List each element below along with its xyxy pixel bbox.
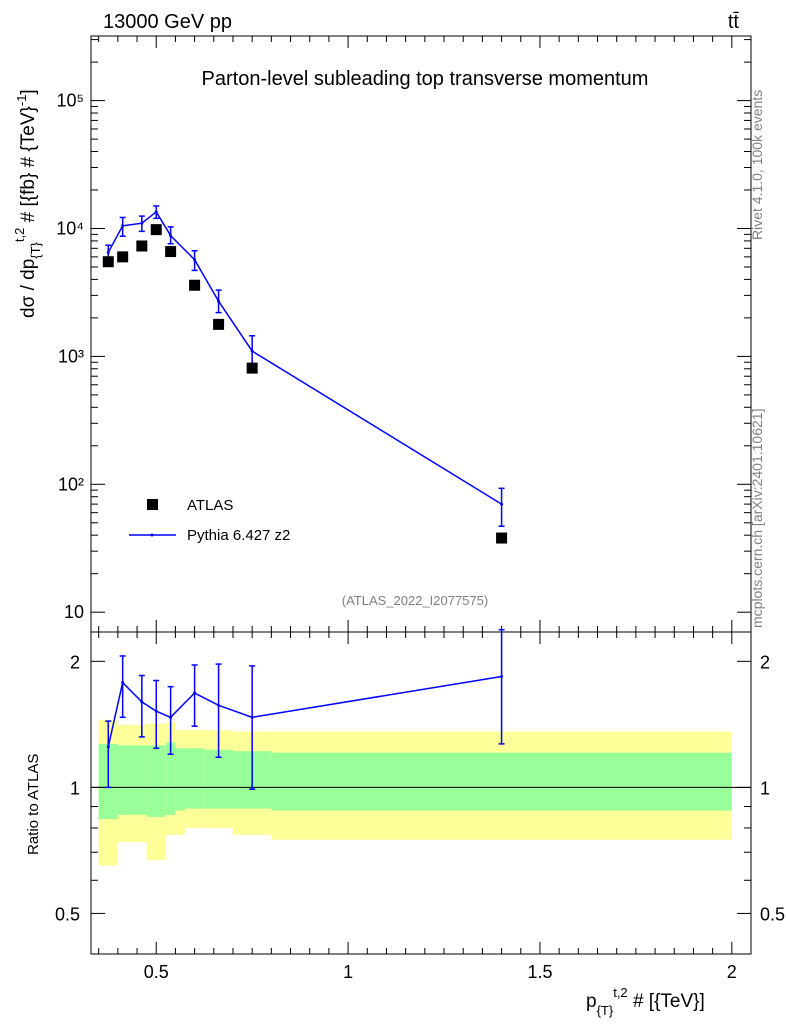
ratio-point: [140, 700, 144, 704]
x-tick-label: 1.5: [527, 962, 552, 982]
legend-atlas-label: ATLAS: [187, 497, 233, 514]
ratio-point: [121, 681, 125, 685]
x-tick-label: 0.5: [144, 962, 169, 982]
pythia-point: [250, 349, 254, 353]
ratio-y-axis-label: Ratio to ATLAS: [25, 754, 42, 855]
ratio-tick-label-right: 0.5: [760, 904, 785, 924]
ratio-point: [193, 691, 197, 695]
inner-band-bin: [185, 748, 205, 809]
y-tick-label: 10⁴: [56, 219, 84, 239]
pythia-point: [217, 299, 221, 303]
mcplots-label: mcplots.cern.ch [arXiv:2401.10621]: [749, 409, 765, 628]
axis-tick-labels: 0.5 1 1.5 2 10 10² 10³ 10⁴ 10⁵ 0.5 0.5 1 1 2 2: [55, 91, 785, 982]
ratio-point: [250, 715, 254, 719]
y-axis-label: dσ / dp{T}t,2 # [{fb} # {TeV}-1]: [12, 89, 43, 318]
inner-band-bin: [204, 749, 233, 809]
atlas-point: [150, 224, 162, 236]
ratio-tick-label-left: 0.5: [55, 904, 80, 924]
ratio-tick-label-right: 1: [760, 778, 770, 798]
y-tick-label: 10²: [58, 474, 84, 494]
inner-band-bin: [146, 745, 166, 817]
ratio-plot-frame: [90, 631, 752, 955]
ratio-point: [154, 709, 158, 713]
axis-ticks: [91, 36, 751, 954]
atlas-point: [117, 251, 129, 263]
ratio-tick-label-left: 1: [70, 778, 80, 798]
rivet-version-label: Rivet 4.1.0, 100k events: [749, 90, 765, 240]
y-tick-label: 10⁵: [57, 91, 84, 111]
y-tick-label: 10³: [58, 346, 84, 366]
atlas-point: [496, 532, 508, 544]
inner-band-bin: [117, 745, 128, 815]
legend-pythia-label: Pythia 6.427 z2: [187, 527, 290, 544]
inner-band-bin: [271, 752, 732, 811]
legend-pythia-marker: [150, 533, 154, 537]
pythia-point: [121, 224, 125, 228]
pythia-point: [106, 250, 110, 254]
legend-atlas-marker: [147, 499, 158, 510]
atlas-point: [165, 246, 177, 258]
atlas-point: [136, 240, 148, 252]
x-tick-label: 2: [727, 962, 737, 982]
ratio-tick-label-left: 2: [70, 652, 80, 672]
ratio-point: [106, 745, 110, 749]
x-axis-label: p{T}t,2 # [{TeV}]: [586, 985, 705, 1018]
inner-band-bin: [127, 745, 147, 815]
atlas-point: [189, 279, 201, 291]
inner-band-bin: [175, 748, 186, 811]
pythia-point: [193, 258, 197, 262]
pythia-point: [140, 221, 144, 225]
collision-energy-label: 13000 GeV pp: [103, 11, 232, 33]
ratio-series: [105, 628, 505, 790]
inner-band-bin: [165, 742, 176, 815]
chart-title: Parton-level subleading top transverse m…: [202, 68, 649, 90]
atlas-series: [102, 224, 508, 544]
y-tick-label: 10: [64, 602, 84, 622]
pythia-point: [154, 210, 158, 214]
process-label: tt̄: [728, 11, 740, 33]
x-tick-label: 1: [343, 962, 353, 982]
atlas-point: [246, 362, 258, 374]
analysis-tag: (ATLAS_2022_I2077575): [342, 593, 488, 608]
ratio-uncertainty-bands: [98, 719, 732, 866]
atlas-point: [213, 318, 225, 330]
atlas-point: [102, 256, 114, 268]
ratio-point: [500, 674, 504, 678]
pythia-series: [105, 205, 505, 527]
ratio-tick-label-right: 2: [760, 652, 770, 672]
ratio-point: [169, 715, 173, 719]
pythia-point: [500, 502, 504, 506]
pythia-point: [169, 234, 173, 238]
legend: ATLAS Pythia 6.427 z2: [129, 497, 290, 544]
ratio-point: [217, 703, 221, 707]
